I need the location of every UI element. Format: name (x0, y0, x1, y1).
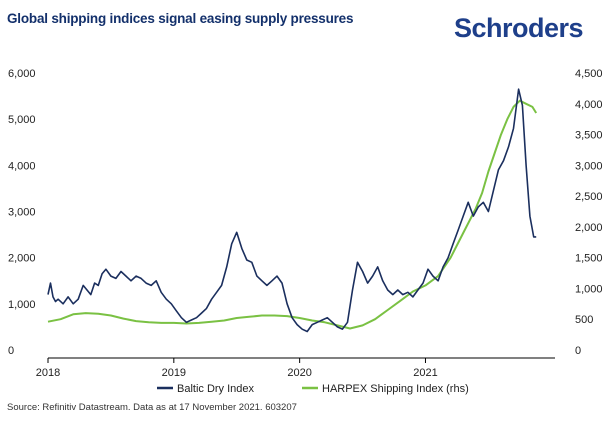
left-tick-label: 4,000 (8, 160, 36, 172)
right-tick-label: 2,000 (575, 222, 603, 234)
x-tick-label: 2018 (36, 367, 60, 379)
right-tick-label: 2,500 (575, 191, 603, 203)
right-tick-label: 1,000 (575, 283, 603, 295)
chart-title: Global shipping indices signal easing su… (7, 11, 354, 26)
legend-label: HARPEX Shipping Index (rhs) (322, 383, 469, 395)
left-tick-label: 2,000 (8, 253, 36, 265)
series-layer (47, 88, 538, 333)
x-tick-label: 2019 (162, 367, 186, 379)
x-tick-label: 2020 (287, 367, 311, 379)
chart-canvas: 0 1,000 2,000 3,000 4,000 5,000 6,000 0 500 1,00… (8, 68, 603, 395)
left-tick-label: 0 (8, 345, 14, 357)
brand-logo: Schroders (453, 13, 584, 43)
right-tick-label: 4,000 (575, 99, 603, 111)
left-tick-label: 3,000 (8, 207, 36, 219)
series-line-baltic-dry (47, 88, 537, 333)
right-tick-label: 500 (575, 314, 593, 326)
right-tick-label: 3,500 (575, 130, 603, 142)
x-axis: 2018 2019 2020 2021 (36, 357, 555, 379)
left-tick-label: 6,000 (8, 68, 36, 80)
right-tick-label: 4,500 (575, 68, 603, 80)
left-tick-label: 1,000 (8, 299, 36, 311)
right-tick-label: 0 (575, 345, 581, 357)
source-note: Source: Refinitiv Datastream. Data as at… (7, 402, 297, 413)
legend: Baltic Dry Index HARPEX Shipping Index (r… (157, 383, 469, 395)
left-axis: 0 1,000 2,000 3,000 4,000 5,000 6,000 (8, 68, 36, 357)
x-tick-label: 2021 (413, 367, 437, 379)
right-tick-label: 3,000 (575, 160, 603, 172)
legend-label: Baltic Dry Index (177, 383, 255, 395)
series-line-harpex (47, 99, 538, 330)
right-tick-label: 1,500 (575, 253, 603, 265)
left-tick-label: 5,000 (8, 114, 36, 126)
right-axis: 0 500 1,000 1,500 2,000 2,500 3,000 3,500 4,000 4… (575, 68, 603, 357)
